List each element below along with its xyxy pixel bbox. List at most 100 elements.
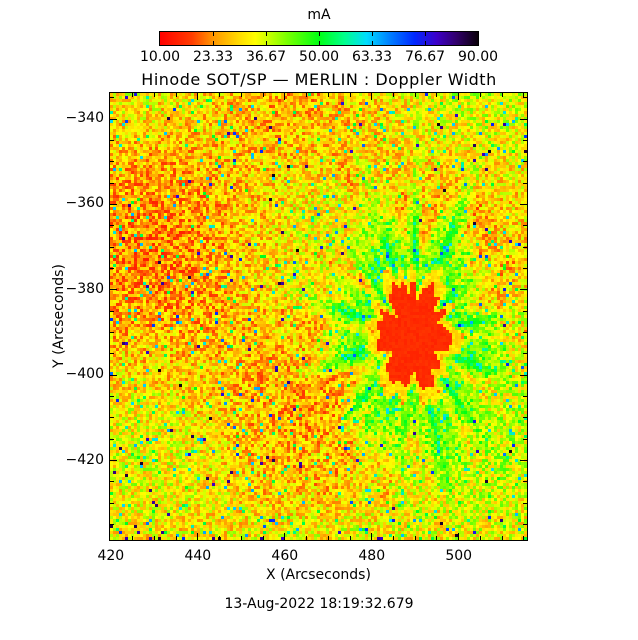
bottom-axis-tick [284,533,286,540]
top-axis-tick [284,93,286,100]
top-axis-tick [153,93,155,97]
colorbar-division-tick [265,41,267,45]
bottom-axis-tick [371,533,373,540]
left-axis-tick [110,481,114,483]
bottom-axis-tick [523,536,525,540]
right-axis-tick [520,203,527,205]
colorbar-tick-label: 63.33 [351,49,393,65]
left-axis-tick [110,332,114,333]
right-axis-tick [523,97,527,99]
bottom-axis-tick [436,536,438,540]
bottom-axis-tick [197,533,199,540]
left-axis-tick [110,353,114,355]
colorbar-tick-label: 90.00 [457,49,499,65]
colorbar-tick-label: 10.00 [139,49,181,65]
top-axis-tick [262,93,264,97]
colorbar-division-tick [424,41,426,45]
left-axis-tick [110,289,117,291]
y-axis-label: Y (Arcseconds) [51,264,67,368]
left-axis-tick [110,97,114,99]
top-axis-tick [501,93,503,97]
left-axis-tick [110,438,114,440]
bottom-axis-tick [175,536,177,540]
colorbar-unit-label: mA [307,7,331,23]
right-axis-tick [523,332,527,333]
right-axis-tick [523,182,527,184]
y-tick-label: −400 [65,366,104,383]
top-axis-tick [306,93,308,97]
colorbar-division-tick [212,41,214,45]
left-axis-tick [110,267,114,269]
bottom-axis-tick [306,536,308,540]
top-axis-tick [479,93,481,97]
right-axis-tick [523,267,527,269]
x-tick-label: 480 [358,548,386,564]
x-tick-label: 460 [271,548,299,564]
top-axis-tick [132,93,134,97]
bottom-axis-tick [327,536,329,540]
y-tick-label: −360 [65,195,104,212]
observation-timestamp: 13-Aug-2022 18:19:32.679 [224,596,414,612]
right-axis-tick [523,417,527,419]
y-tick-label: −420 [65,451,104,468]
bottom-axis-tick [262,536,264,540]
left-axis-tick [110,396,114,398]
colorbar-division-tick [318,32,320,36]
colorbar-tick-label: 23.33 [192,49,234,65]
left-axis-tick [110,460,117,462]
top-axis-tick [436,93,438,97]
top-axis-tick [414,93,416,97]
right-axis-tick [523,246,527,248]
top-axis-tick [175,93,177,97]
top-axis-tick [349,93,351,97]
x-axis-label: X (Arcseconds) [266,567,371,583]
right-axis-tick [523,502,527,504]
bottom-axis-tick [219,536,221,540]
bottom-axis-tick [132,536,134,540]
right-axis-tick [523,353,527,355]
right-axis-tick [520,289,527,291]
colorbar [159,31,479,46]
right-axis-tick [523,524,527,526]
bottom-axis-tick [349,536,351,540]
left-axis-tick [110,118,117,120]
colorbar-tick-label: 36.67 [245,49,287,65]
top-axis-tick [197,93,199,100]
top-axis-tick [240,93,242,97]
top-axis-tick [371,93,373,100]
bottom-axis-tick [153,536,155,540]
right-axis-tick [520,118,527,120]
left-axis-tick [110,246,114,248]
left-axis-tick [110,161,114,163]
y-tick-label: −380 [65,280,104,297]
top-axis-tick [458,93,460,100]
bottom-axis-tick [458,533,460,540]
colorbar-division-tick [371,32,373,36]
left-axis-tick [110,225,114,227]
x-tick-label: 420 [97,548,125,564]
x-tick-label: 500 [445,548,473,564]
bottom-axis-tick [240,536,242,540]
y-tick-label: −340 [65,110,104,127]
plot-title: Hinode SOT/SP — MERLIN : Doppler Width [141,70,497,89]
colorbar-tick-label: 50.00 [298,49,340,65]
left-axis-tick [110,203,117,205]
right-axis-tick [523,139,527,141]
colorbar-division-tick [318,41,320,45]
left-axis-tick [110,139,114,141]
top-axis-tick [327,93,329,97]
right-axis-tick [523,396,527,398]
bottom-axis-tick [501,536,503,540]
top-axis-tick [393,93,394,97]
left-axis-tick [110,182,114,184]
right-axis-tick [523,161,527,163]
left-axis-tick [110,417,114,419]
plot-area [109,92,528,541]
left-axis-tick [110,524,114,526]
colorbar-division-tick [265,32,267,36]
right-axis-tick [520,374,527,376]
colorbar-tick-label: 76.67 [404,49,446,65]
right-axis-tick [523,225,527,227]
right-axis-tick [523,438,527,440]
